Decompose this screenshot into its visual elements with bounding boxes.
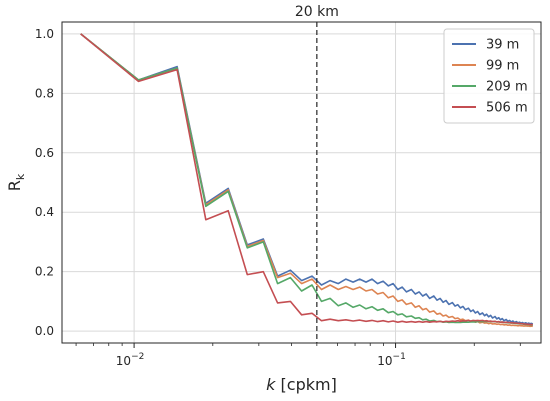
x-tick-label: 10−2 <box>116 352 145 368</box>
series-line-39-m <box>80 33 534 325</box>
y-tick-label: 0.0 <box>35 324 54 338</box>
series-line-506-m <box>80 33 533 326</box>
legend-items: 39 m 99 m 209 m 506 m <box>452 38 528 116</box>
reference-line-label: 20 km <box>295 4 339 20</box>
y-axis-label: Rk <box>5 173 27 191</box>
x-axis-label-unit: [cpkm] <box>275 375 336 394</box>
series-line-99-m <box>80 33 533 328</box>
x-axis-label-symbol: k <box>266 375 276 394</box>
legend-box <box>443 28 535 124</box>
series-layer <box>80 33 534 328</box>
legend-label: 209 m <box>486 80 528 95</box>
y-tick-label: 0.2 <box>35 265 54 279</box>
y-tick-label: 0.6 <box>35 146 54 160</box>
plot-frame <box>61 21 542 344</box>
y-axis-ticks: 0.0 0.2 0.4 0.6 0.8 1.0 <box>35 27 54 338</box>
y-tick-label: 0.8 <box>35 86 54 100</box>
legend-label: 99 m <box>486 59 519 74</box>
legend-label: 506 m <box>486 101 528 116</box>
legend: 39 m 99 m 209 m 506 m <box>443 28 535 124</box>
x-tick-label: 10−1 <box>377 352 406 368</box>
x-axis-label: k [cpkm] <box>266 375 337 394</box>
y-axis-label-subscript: k <box>14 173 27 180</box>
x-axis-ticks: 10−2 10−1 <box>116 343 406 368</box>
y-axis-label-main: R <box>5 180 24 191</box>
y-tick-label: 0.4 <box>35 205 54 219</box>
legend-label: 39 m <box>486 38 519 53</box>
y-tick-label: 1.0 <box>35 27 54 41</box>
